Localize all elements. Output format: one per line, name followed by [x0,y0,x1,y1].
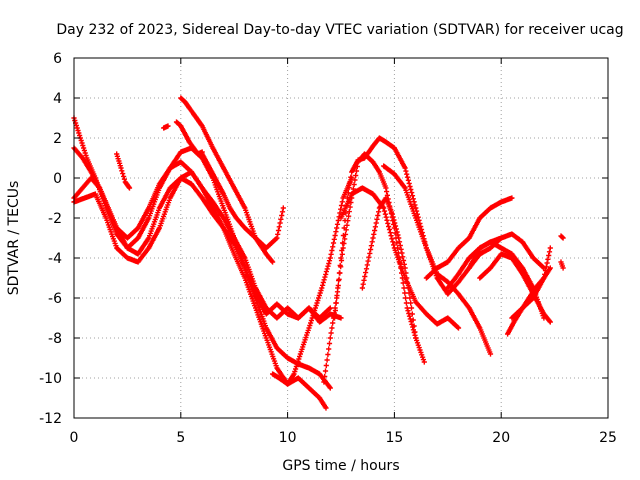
y-tick-label: -6 [48,291,62,307]
grid-lines [74,58,608,418]
y-tick-label: -8 [48,331,62,347]
y-tick-label: -2 [48,211,62,227]
y-tick-label: 0 [53,171,62,187]
x-tick-label: 15 [385,430,403,446]
series-track10 [270,175,355,387]
series-track21 [509,245,553,321]
series-track14 [359,195,419,341]
data-point-markers [270,175,355,387]
y-tick-label: 4 [53,91,62,107]
y-tick-label: -4 [48,251,62,267]
series-track7 [173,119,205,157]
x-tick-label: 20 [492,430,510,446]
data-point-markers [173,119,205,157]
series-track18 [466,231,547,271]
data-point-markers [199,151,286,251]
series-track23 [558,259,566,271]
x-tick-label: 25 [599,430,617,446]
series-track5 [114,151,133,191]
x-tick-label: 5 [176,430,185,446]
data-point-markers [178,95,276,265]
x-tick-label: 0 [70,430,79,446]
series-track9 [199,151,286,251]
data-point-markers [359,195,419,341]
data-point-markers [558,259,566,271]
data-point-markers [558,233,566,241]
y-axis-label: SDTVAR / TECUs [6,181,22,296]
data-point-markers [161,123,171,131]
y-tick-label: -12 [39,411,62,427]
axis-ticks: 0 5 10 15 20 25 -12 -10 -8 -6 -4 -2 0 2 4 6 [39,51,617,446]
chart-title: Day 232 of 2023, Sidereal Day-to-day VTE… [56,22,623,38]
plot-frame [73,57,609,419]
series-track8 [178,95,276,265]
data-point-markers [466,231,547,271]
series-track22 [558,233,566,241]
y-tick-label: 6 [53,51,62,67]
y-tick-label: 2 [53,131,62,147]
data-point-markers [114,151,133,191]
series-track16 [423,195,515,281]
series-track6 [161,123,171,131]
x-axis-label: GPS time / hours [282,458,399,474]
data-point-markers [509,245,553,321]
x-tick-label: 10 [279,430,297,446]
y-tick-label: -10 [39,371,62,387]
data-point-markers [423,195,515,281]
